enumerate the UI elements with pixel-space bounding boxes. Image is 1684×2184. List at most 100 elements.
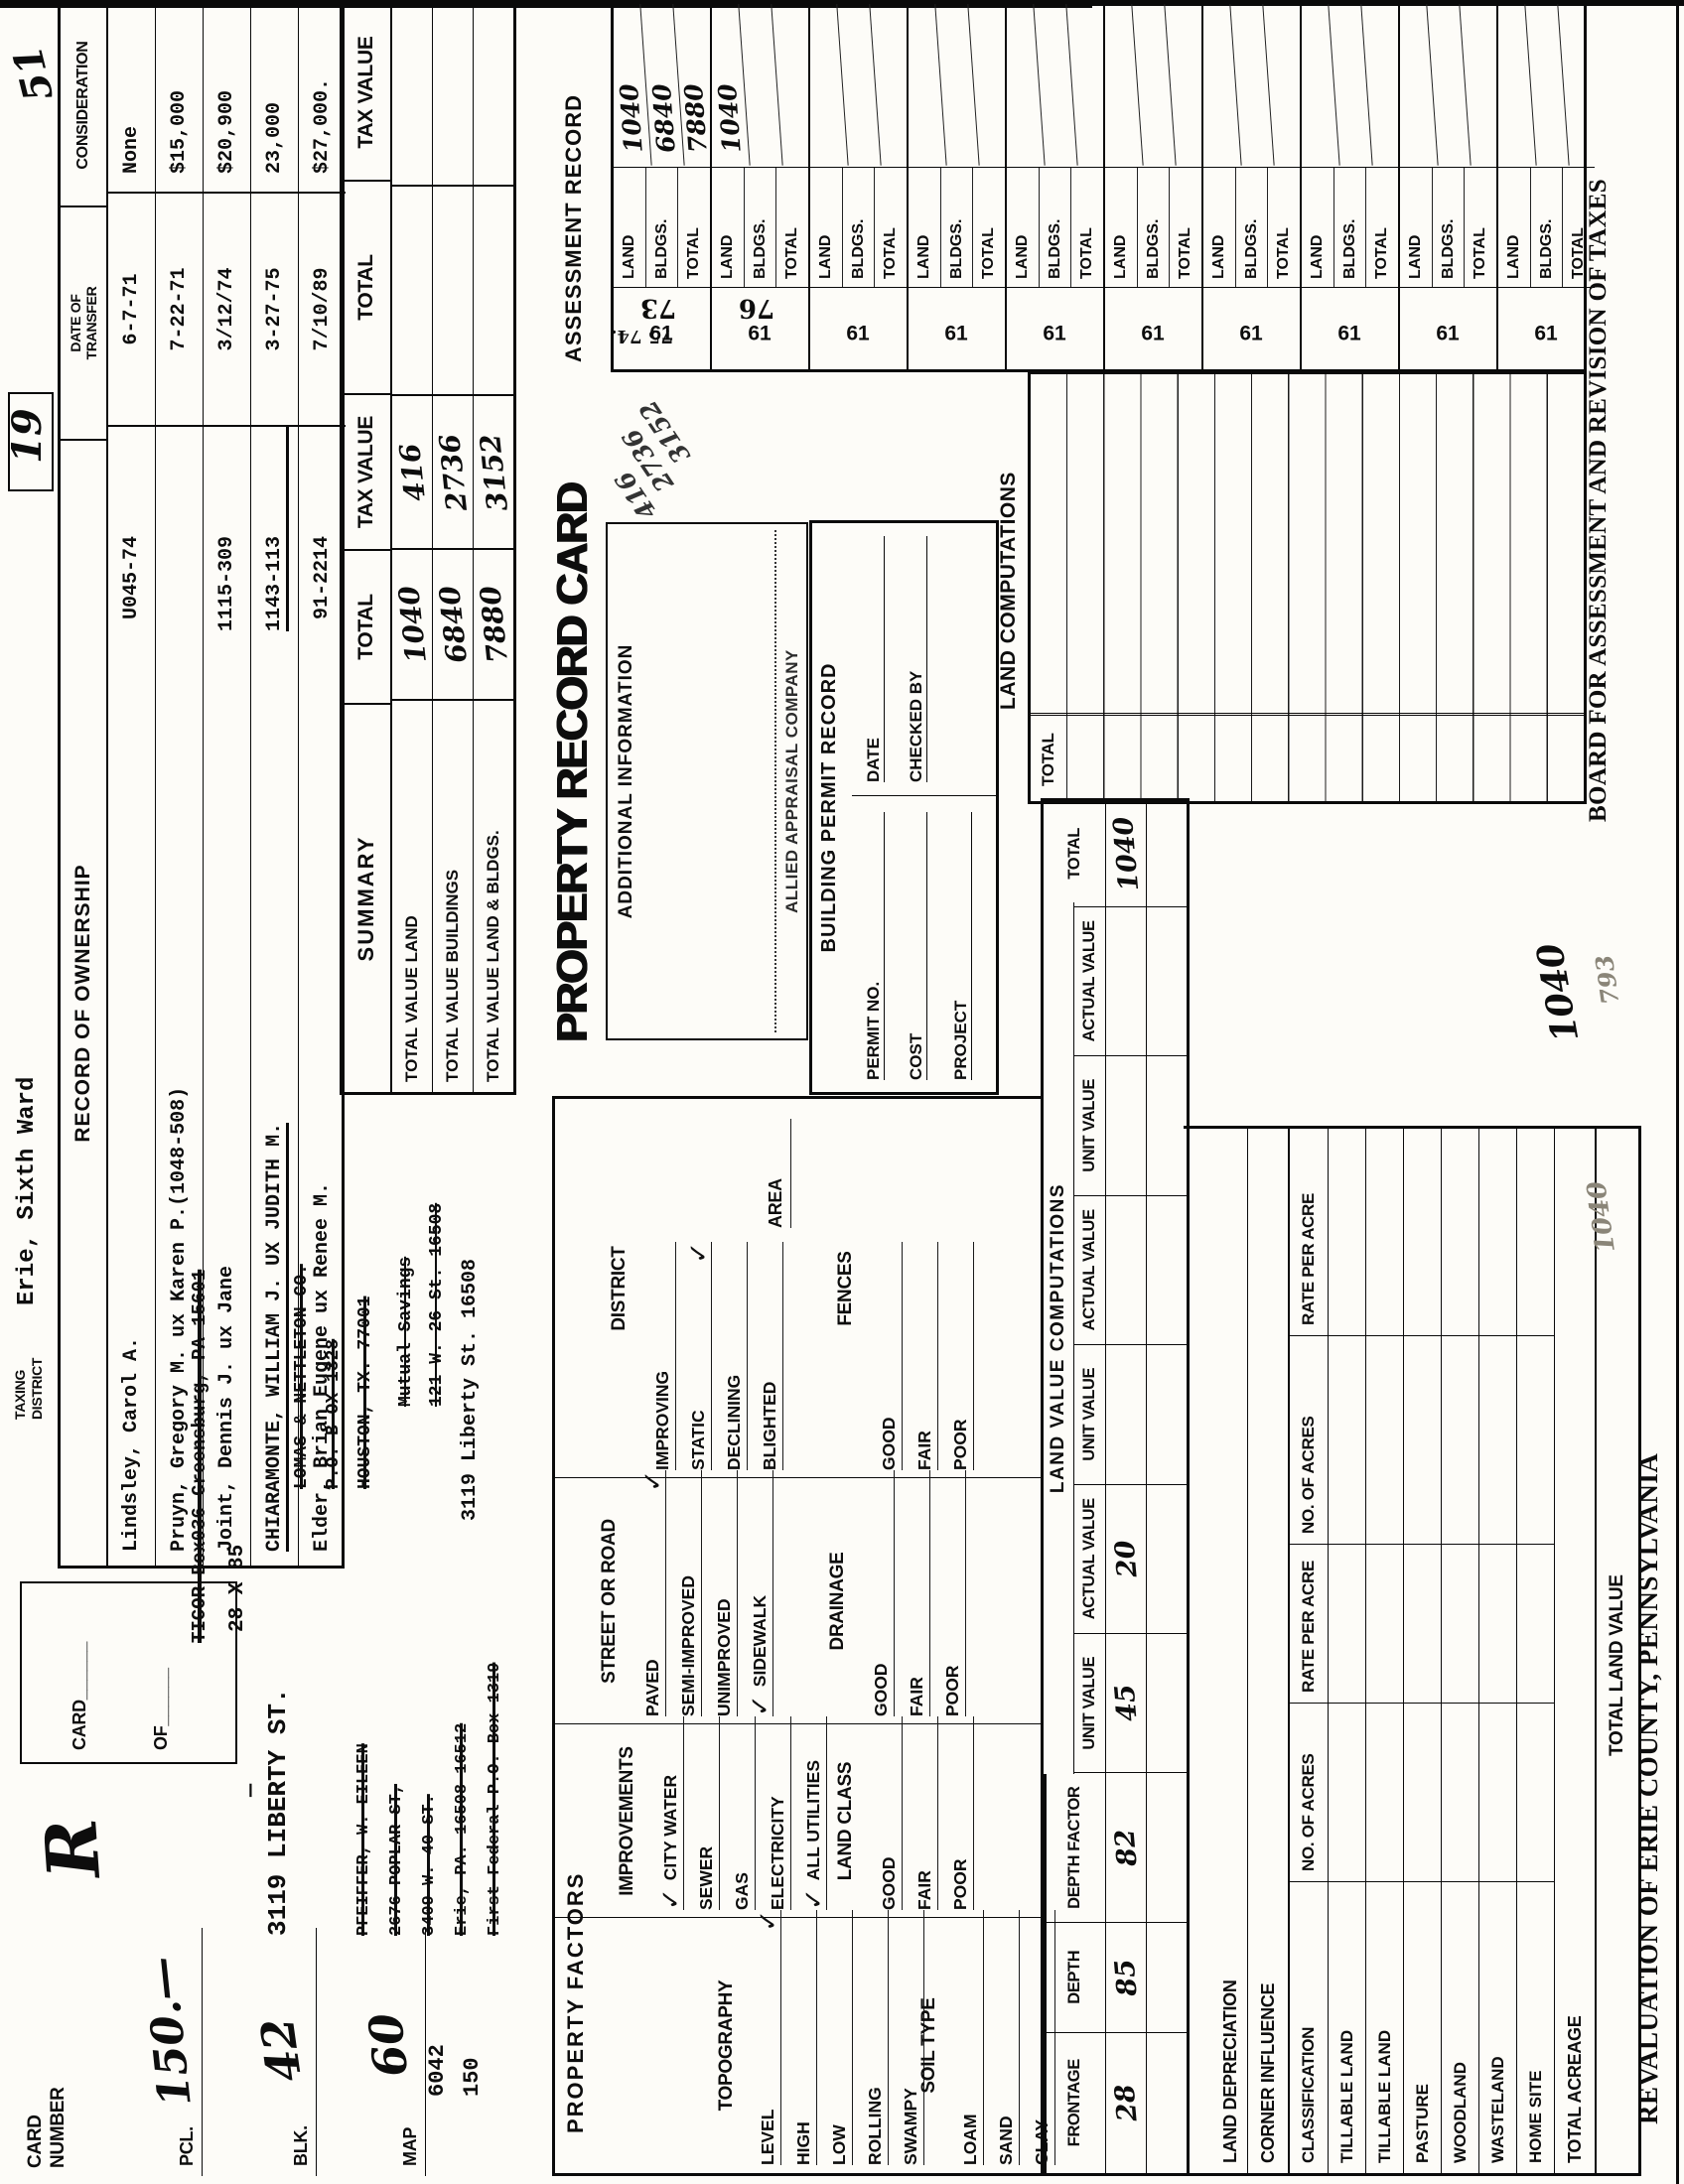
rate-per-acre-header: RATE PER ACRE xyxy=(1290,1544,1328,1703)
factor-item: ✓HIGH xyxy=(781,1910,817,2165)
summary-row: TOTAL VALUE LAND 1040 416 xyxy=(392,5,433,1092)
summary-row: TOTAL VALUE LAND & BLDGS. 7880 3152 xyxy=(474,5,513,1092)
checked-by-label: CHECKED BY xyxy=(907,536,927,782)
street-or-road-header: STREET OR ROAD xyxy=(599,1519,620,1684)
bldgs-label: BLDGS. xyxy=(744,168,777,287)
bldgs-label: BLDGS. xyxy=(842,168,876,287)
struck-address-line: PFEIFFER, W. EILEEN xyxy=(354,1743,373,1936)
factors-col-improvements: IMPROVEMENTS ✓CITY WATER✓SEWER✓GAS✓ELECT… xyxy=(555,1716,1044,1918)
assessment-row-labels: LAND BLDGS. TOTAL xyxy=(1498,167,1595,287)
land-label: LAND xyxy=(1203,168,1236,287)
year-stamp: 61 xyxy=(1534,322,1558,345)
total-label: TOTAL xyxy=(783,227,801,279)
lvc-column-value xyxy=(1100,905,1153,1056)
land-label: LAND xyxy=(1400,168,1433,287)
total-acreage-label: TOTAL ACREAGE xyxy=(1564,2015,1585,2163)
parcel-number-2: 150 xyxy=(460,2057,485,2097)
land-depreciation-row: LAND DEPRECIATION xyxy=(1184,1129,1248,2173)
land-label: LAND xyxy=(1498,168,1531,287)
factor-item: ✓GOOD xyxy=(859,1470,895,1716)
factor-label: FAIR xyxy=(914,1431,934,1470)
factor-label: FAIR xyxy=(907,1677,926,1716)
assessment-year-cell: 61 xyxy=(1498,287,1595,369)
card-of-of-label: OF______ xyxy=(151,1668,171,1750)
factor-label: SIDEWALK xyxy=(750,1594,770,1688)
acres-cell xyxy=(1442,1703,1478,1881)
factor-label: CITY WATER xyxy=(660,1774,680,1881)
rate-cell-2 xyxy=(1479,1141,1516,1335)
factor-label: BLIGHTED xyxy=(760,1381,779,1470)
summary-empty-cell xyxy=(474,184,513,395)
total-label: TOTAL xyxy=(1177,227,1194,279)
total-label: TOTAL xyxy=(980,227,998,279)
acres-cell-2 xyxy=(1479,1335,1516,1544)
ticor-address: TICOR Box036 Greensburg, PA 15601 xyxy=(189,1269,210,1643)
factor-item: ✓ PAVED xyxy=(631,1470,668,1716)
factor-item: ✓DECLINING xyxy=(712,1242,748,1470)
struck-address-line: LOMAS & NETTLETON CO. xyxy=(292,1264,312,1489)
factor-label: GOOD xyxy=(871,1663,891,1716)
bldgs-label: BLDGS. xyxy=(1530,168,1564,287)
rate-cell xyxy=(1517,1544,1554,1703)
transfer-date: 7-22-71 xyxy=(156,192,203,425)
taxing-district-value: Erie, Sixth Ward xyxy=(14,1076,41,1305)
lvc-empty-row xyxy=(1146,1484,1185,1633)
assessment-year-cell: 61 73 75 74. xyxy=(611,287,710,369)
bldgs-label: BLDGS. xyxy=(1333,168,1367,287)
rate-cell-2 xyxy=(1404,1141,1441,1335)
lvc-empty-row xyxy=(1146,1195,1185,1345)
factors-col-street: STREET OR ROAD ✓PAVED✓SEMI-IMPROVED✓UNIM… xyxy=(555,1470,1044,1724)
factor-label: GAS xyxy=(732,1872,752,1910)
pcl-value: 150.— xyxy=(135,1954,202,2110)
assessment-values xyxy=(804,4,907,168)
classification-row-label: TILLABLE LAND xyxy=(1329,1881,1365,2173)
struck-address-line: First Federal P.O. Box 1319 xyxy=(486,1662,504,1936)
acres-cell xyxy=(1479,1703,1516,1881)
card-bottom-rule xyxy=(1676,0,1679,2184)
summary-row-label: TOTAL VALUE LAND xyxy=(392,699,432,1092)
summary-total-1-header: TOTAL xyxy=(343,549,390,703)
footer-left: REVALUATION OF ERIE COUNTY, PENNSYLVANIA xyxy=(1633,1452,1663,2124)
summary-tax-value: 416 xyxy=(392,441,432,503)
factor-item: ✓SEMI-IMPROVED xyxy=(666,1470,702,1716)
permit-no-label: PERMIT NO. xyxy=(864,812,885,1080)
factor-item: ✓FAIR xyxy=(903,1242,938,1470)
rate-cell-2 xyxy=(1517,1141,1554,1335)
area-label: AREA xyxy=(766,1119,791,1228)
assessment-row-labels: LAND BLDGS. TOTAL xyxy=(614,167,710,287)
summary-tax-2-header: TAX VALUE xyxy=(354,36,377,149)
lvc-column-value: 85 xyxy=(1108,1957,1144,1997)
assessment-record-header: ASSESSMENT RECORD xyxy=(561,93,586,362)
lvc-empty-row xyxy=(1146,1633,1185,1773)
factor-label: POOR xyxy=(942,1665,962,1716)
mortgagee-line: Mutual Savings xyxy=(396,1256,416,1407)
summary-tax-1-header: TAX VALUE xyxy=(343,393,390,549)
topography-header: TOPOGRAPHY xyxy=(716,1979,737,2112)
factor-item: ✓ROLLING xyxy=(853,1910,889,2165)
cost-label: COST xyxy=(907,812,927,1080)
bldgs-label: BLDGS. xyxy=(1137,168,1171,287)
classification-row-label: PASTURE xyxy=(1404,1881,1441,2173)
factor-label: FAIR xyxy=(914,1870,934,1910)
factor-item: ✓BLIGHTED xyxy=(748,1242,783,1470)
pcl-label: PCL. xyxy=(177,2126,197,2166)
year-stamp: 61 xyxy=(1436,322,1460,345)
classification-row: WASTELAND xyxy=(1479,1129,1517,2173)
lvc-column-header: TOTAL xyxy=(1044,801,1106,906)
transfer-date: 3-27-75 xyxy=(251,192,298,425)
assessment-year-band: 61 LAND BLDGS. TOTAL xyxy=(1296,4,1400,369)
bldgs-label: BLDGS. xyxy=(940,168,974,287)
mutual-savings-block: Mutual Savings 121 W. 26 St. 16508 xyxy=(391,1049,453,1407)
acres-cell xyxy=(1404,1703,1441,1881)
deed-reference: 1115-309 xyxy=(215,536,238,632)
factors-col-district: DISTRICT ✓IMPROVING ✓ STATIC✓DECLINING✓BLI… xyxy=(555,1099,1044,1478)
lvc-column-value: 28 xyxy=(1108,2083,1144,2123)
summary-empty-cell xyxy=(433,184,473,395)
factor-label: SEWER xyxy=(696,1845,716,1910)
parcel-number-1: 6042 xyxy=(425,2044,450,2097)
factor-item: ✓ SIDEWALK xyxy=(738,1470,775,1716)
factor-item: ✓UNIMPROVED xyxy=(702,1470,738,1716)
rate-cell xyxy=(1366,1544,1403,1703)
